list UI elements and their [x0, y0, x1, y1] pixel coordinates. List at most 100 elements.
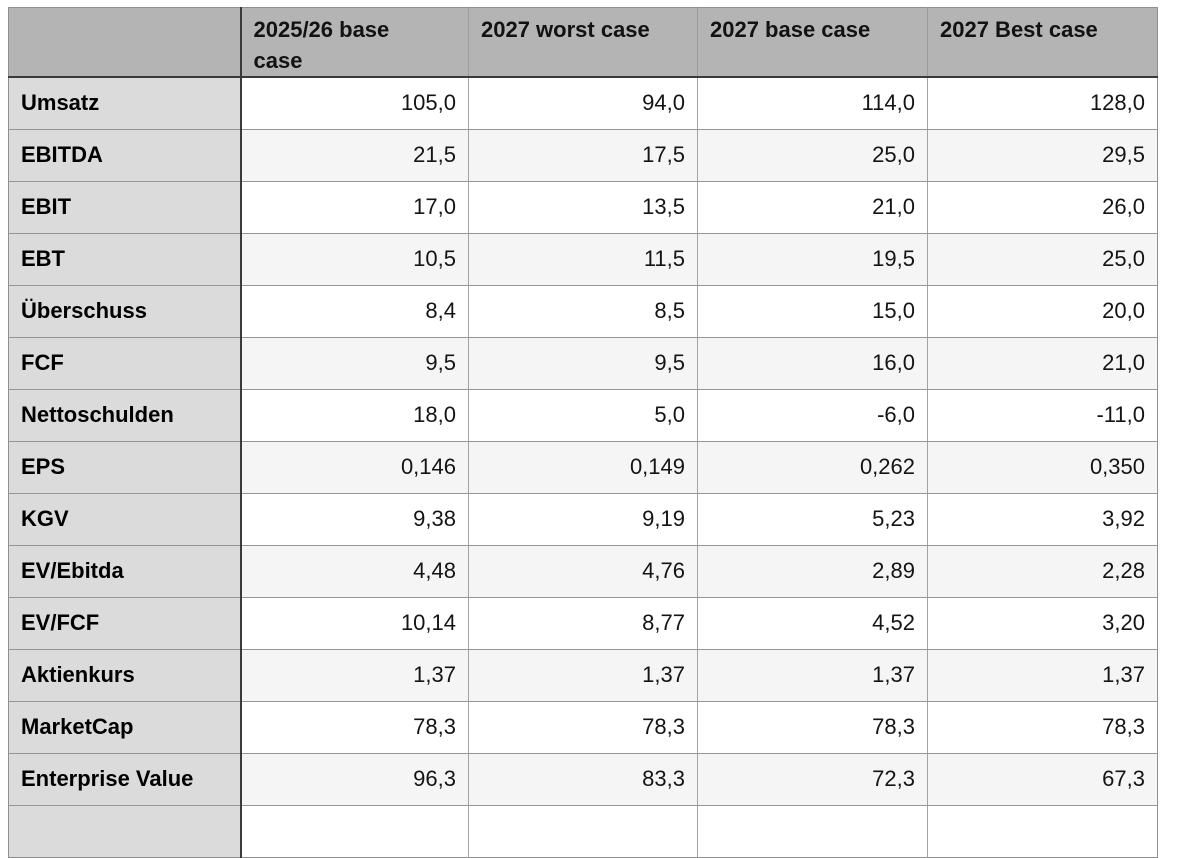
table-row: MarketCap 78,3 78,3 78,3 78,3 — [8, 701, 1158, 754]
table-row: EPS 0,146 0,149 0,262 0,350 — [8, 441, 1158, 494]
value-cell: 26,0 — [927, 181, 1158, 234]
row-label: EBT — [8, 233, 242, 286]
value-cell: 0,149 — [468, 441, 698, 494]
value-cell: 29,5 — [927, 129, 1158, 182]
row-label: FCF — [8, 337, 242, 390]
value-cell: 114,0 — [697, 77, 928, 130]
spreadsheet-view: 2025/26 base case 2027 worst case 2027 b… — [8, 7, 1158, 858]
column-header-2027-worst-case: 2027 worst case — [468, 7, 698, 78]
row-label: EPS — [8, 441, 242, 494]
value-cell: 1,37 — [240, 649, 469, 702]
value-cell: 10,14 — [240, 597, 469, 650]
value-cell: -6,0 — [697, 389, 928, 442]
column-header-2025-26-base-case: 2025/26 base case — [240, 7, 469, 78]
value-cell: 18,0 — [240, 389, 469, 442]
value-cell: 9,19 — [468, 493, 698, 546]
value-cell: 128,0 — [927, 77, 1158, 130]
value-cell: 2,28 — [927, 545, 1158, 598]
row-label: Überschuss — [8, 285, 242, 338]
table-row: EBT 10,5 11,5 19,5 25,0 — [8, 233, 1158, 286]
value-cell: 19,5 — [697, 233, 928, 286]
row-label: EV/FCF — [8, 597, 242, 650]
value-cell: 9,38 — [240, 493, 469, 546]
table-row: Überschuss 8,4 8,5 15,0 20,0 — [8, 285, 1158, 338]
table-body: Umsatz 105,0 94,0 114,0 128,0 EBITDA 21,5 17,5 2… — [8, 77, 1158, 857]
value-cell: 78,3 — [468, 701, 698, 754]
value-cell: 78,3 — [697, 701, 928, 754]
value-cell: 96,3 — [240, 753, 469, 806]
value-cell: 15,0 — [697, 285, 928, 338]
row-label: MarketCap — [8, 701, 242, 754]
value-cell: 9,5 — [240, 337, 469, 390]
column-header-label: 2027 base case — [710, 17, 871, 42]
value-cell: 67,3 — [927, 753, 1158, 806]
column-header-label: 2027 Best case — [940, 17, 1098, 42]
column-header-2027-base-case: 2027 base case — [697, 7, 928, 78]
value-cell: 0,262 — [697, 441, 928, 494]
value-cell: 9,5 — [468, 337, 698, 390]
table-row: Aktienkurs 1,37 1,37 1,37 1,37 — [8, 649, 1158, 702]
value-cell: 4,52 — [697, 597, 928, 650]
value-cell: 8,4 — [240, 285, 469, 338]
table-row: Umsatz 105,0 94,0 114,0 128,0 — [8, 77, 1158, 130]
value-cell: 78,3 — [240, 701, 469, 754]
value-cell: 21,5 — [240, 129, 469, 182]
value-cell: 0,146 — [240, 441, 469, 494]
value-cell: 1,37 — [697, 649, 928, 702]
row-label: Nettoschulden — [8, 389, 242, 442]
table-row: Enterprise Value 96,3 83,3 72,3 67,3 — [8, 753, 1158, 806]
value-cell: 8,77 — [468, 597, 698, 650]
value-cell — [468, 805, 698, 857]
value-cell: 3,20 — [927, 597, 1158, 650]
value-cell: 17,5 — [468, 129, 698, 182]
table-row: EV/FCF 10,14 8,77 4,52 3,20 — [8, 597, 1158, 650]
table-row: EBIT 17,0 13,5 21,0 26,0 — [8, 181, 1158, 234]
value-cell: 16,0 — [697, 337, 928, 390]
column-header-label: 2025/26 base case — [253, 17, 390, 73]
value-cell: 3,92 — [927, 493, 1158, 546]
valuation-table: 2025/26 base case 2027 worst case 2027 b… — [8, 7, 1158, 858]
value-cell — [697, 805, 928, 857]
page: { "table": { "columns": ["", "2025/26 ba… — [8, 7, 1158, 858]
value-cell: 2,89 — [697, 545, 928, 598]
value-cell: 94,0 — [468, 77, 698, 130]
value-cell: 1,37 — [927, 649, 1158, 702]
row-label: EV/Ebitda — [8, 545, 242, 598]
column-header-label: 2027 worst case — [481, 17, 650, 42]
row-label — [8, 805, 242, 857]
value-cell — [240, 805, 469, 857]
row-label: EBITDA — [8, 129, 242, 182]
corner-cell — [8, 7, 242, 78]
value-cell: 21,0 — [927, 337, 1158, 390]
value-cell: 20,0 — [927, 285, 1158, 338]
value-cell: 1,37 — [468, 649, 698, 702]
value-cell: -11,0 — [927, 389, 1158, 442]
value-cell: 4,48 — [240, 545, 469, 598]
table-row: KGV 9,38 9,19 5,23 3,92 — [8, 493, 1158, 546]
value-cell: 11,5 — [468, 233, 698, 286]
table-row: EBITDA 21,5 17,5 25,0 29,5 — [8, 129, 1158, 182]
value-cell: 0,350 — [927, 441, 1158, 494]
value-cell: 4,76 — [468, 545, 698, 598]
table-row: EV/Ebitda 4,48 4,76 2,89 2,28 — [8, 545, 1158, 598]
value-cell: 25,0 — [697, 129, 928, 182]
row-label: Aktienkurs — [8, 649, 242, 702]
value-cell: 21,0 — [697, 181, 928, 234]
row-label: Enterprise Value — [8, 753, 242, 806]
value-cell: 5,0 — [468, 389, 698, 442]
value-cell: 10,5 — [240, 233, 469, 286]
value-cell: 72,3 — [697, 753, 928, 806]
value-cell: 78,3 — [927, 701, 1158, 754]
value-cell: 8,5 — [468, 285, 698, 338]
table-row: FCF 9,5 9,5 16,0 21,0 — [8, 337, 1158, 390]
value-cell: 13,5 — [468, 181, 698, 234]
row-label: KGV — [8, 493, 242, 546]
value-cell — [927, 805, 1158, 857]
table-row-partial — [8, 805, 1158, 857]
value-cell: 5,23 — [697, 493, 928, 546]
column-header-2027-best-case: 2027 Best case — [927, 7, 1158, 78]
header-row: 2025/26 base case 2027 worst case 2027 b… — [8, 7, 1158, 78]
row-label: Umsatz — [8, 77, 242, 130]
table-row: Nettoschulden 18,0 5,0 -6,0 -11,0 — [8, 389, 1158, 442]
value-cell: 17,0 — [240, 181, 469, 234]
